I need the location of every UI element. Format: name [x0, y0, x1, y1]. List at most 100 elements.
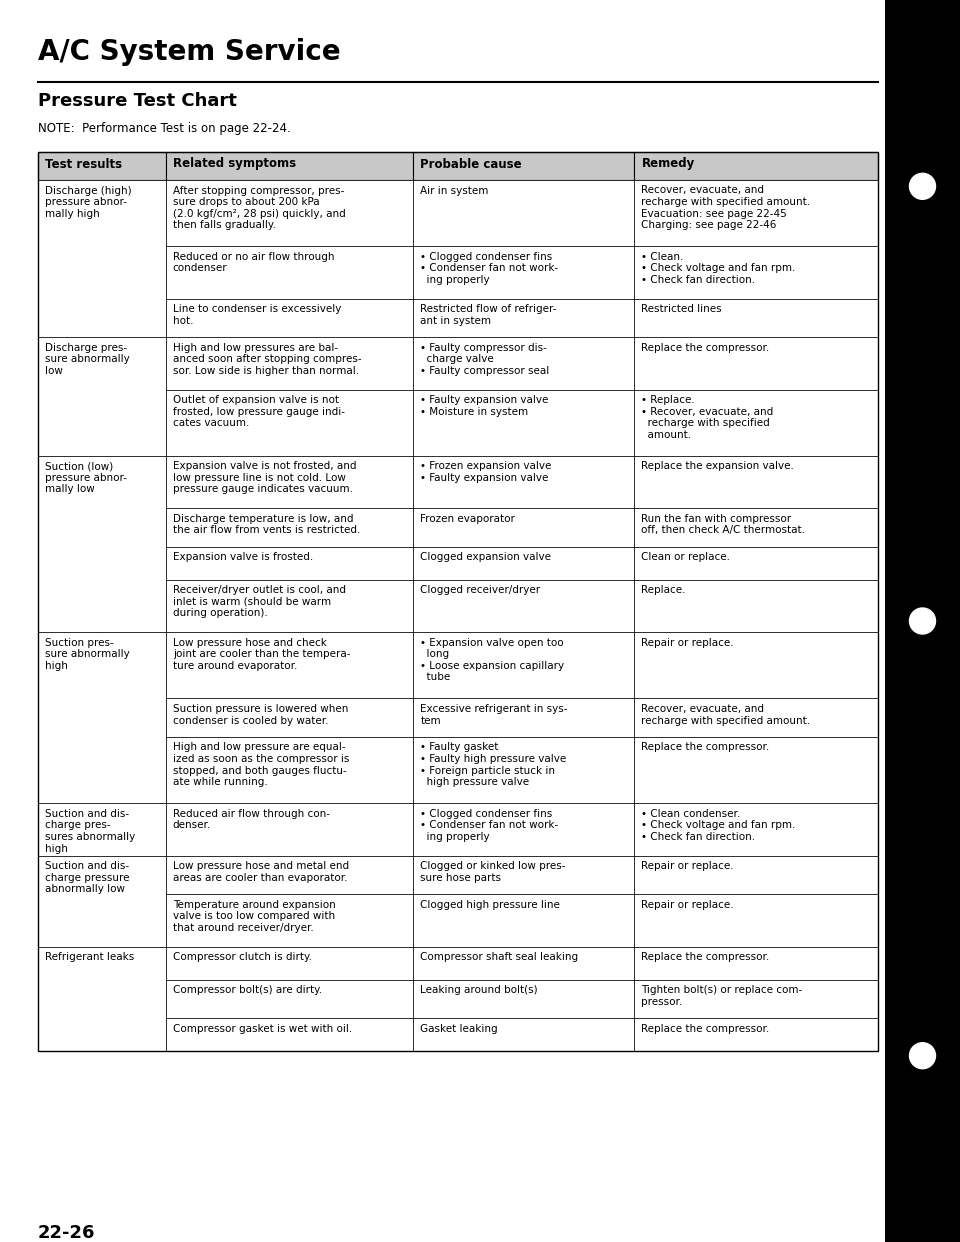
- Bar: [414, 946, 635, 980]
- Bar: [38, 152, 878, 1051]
- Text: Suction pres-
sure abnormally
high: Suction pres- sure abnormally high: [45, 637, 130, 671]
- Bar: [414, 632, 635, 698]
- Text: Low pressure hose and metal end
areas are cooler than evaporator.: Low pressure hose and metal end areas ar…: [173, 861, 348, 883]
- Bar: [414, 456, 635, 508]
- Bar: [414, 804, 635, 856]
- Bar: [166, 546, 414, 580]
- Bar: [635, 856, 878, 894]
- Text: NOTE:  Performance Test is on page 22-24.: NOTE: Performance Test is on page 22-24.: [38, 122, 291, 135]
- Text: Repair or replace.: Repair or replace.: [641, 861, 734, 871]
- Bar: [414, 180, 635, 246]
- Text: Expansion valve is not frosted, and
low pressure line is not cold. Low
pressure : Expansion valve is not frosted, and low …: [173, 461, 356, 494]
- Bar: [414, 152, 635, 180]
- Text: Recover, evacuate, and
recharge with specified amount.
Evacuation: see page 22-4: Recover, evacuate, and recharge with spe…: [641, 185, 810, 230]
- Text: Run the fan with compressor
off, then check A/C thermostat.: Run the fan with compressor off, then ch…: [641, 514, 805, 535]
- Bar: [635, 456, 878, 508]
- Text: Compressor bolt(s) are dirty.: Compressor bolt(s) are dirty.: [173, 985, 322, 995]
- Circle shape: [909, 1043, 935, 1068]
- Bar: [38, 456, 166, 632]
- Text: Compressor gasket is wet with oil.: Compressor gasket is wet with oil.: [173, 1023, 352, 1033]
- Bar: [414, 737, 635, 804]
- Bar: [166, 856, 414, 894]
- Text: • Faulty gasket
• Faulty high pressure valve
• Foreign particle stuck in
  high : • Faulty gasket • Faulty high pressure v…: [420, 743, 566, 787]
- Text: Restricted flow of refriger-
ant in system: Restricted flow of refriger- ant in syst…: [420, 304, 557, 325]
- Text: Outlet of expansion valve is not
frosted, low pressure gauge indi-
cates vacuum.: Outlet of expansion valve is not frosted…: [173, 395, 345, 428]
- Text: Repair or replace.: Repair or replace.: [641, 899, 734, 909]
- Text: Refrigerant leaks: Refrigerant leaks: [45, 953, 134, 963]
- Bar: [38, 152, 166, 180]
- Text: Replace.: Replace.: [641, 585, 685, 595]
- Text: Frozen evaporator: Frozen evaporator: [420, 514, 516, 524]
- Bar: [38, 856, 166, 946]
- Bar: [635, 946, 878, 980]
- Bar: [166, 337, 414, 390]
- Text: Compressor shaft seal leaking: Compressor shaft seal leaking: [420, 953, 579, 963]
- Text: Clogged receiver/dryer: Clogged receiver/dryer: [420, 585, 540, 595]
- Bar: [635, 980, 878, 1018]
- Text: Temperature around expansion
valve is too low compared with
that around receiver: Temperature around expansion valve is to…: [173, 899, 335, 933]
- Text: After stopping compressor, pres-
sure drops to about 200 kPa
(2.0 kgf/cm², 28 ps: After stopping compressor, pres- sure dr…: [173, 185, 346, 230]
- Text: Discharge pres-
sure abnormally
low: Discharge pres- sure abnormally low: [45, 343, 130, 376]
- Text: Line to condenser is excessively
hot.: Line to condenser is excessively hot.: [173, 304, 341, 325]
- Bar: [166, 1018, 414, 1051]
- Text: Replace the expansion valve.: Replace the expansion valve.: [641, 461, 794, 471]
- Bar: [38, 180, 166, 337]
- Text: High and low pressures are bal-
anced soon after stopping compres-
sor. Low side: High and low pressures are bal- anced so…: [173, 343, 361, 376]
- Text: • Clean condenser.
• Check voltage and fan rpm.
• Check fan direction.: • Clean condenser. • Check voltage and f…: [641, 809, 796, 842]
- Bar: [166, 390, 414, 456]
- Bar: [885, 0, 960, 1242]
- Bar: [635, 737, 878, 804]
- Text: Suction pressure is lowered when
condenser is cooled by water.: Suction pressure is lowered when condens…: [173, 704, 348, 725]
- Text: Probable cause: Probable cause: [420, 158, 522, 170]
- Bar: [414, 894, 635, 946]
- Text: Clogged or kinked low pres-
sure hose parts: Clogged or kinked low pres- sure hose pa…: [420, 861, 566, 883]
- Text: Test results: Test results: [45, 158, 122, 170]
- Text: Suction and dis-
charge pres-
sures abnormally
high: Suction and dis- charge pres- sures abno…: [45, 809, 135, 853]
- Text: Receiver/dryer outlet is cool, and
inlet is warm (should be warm
during operatio: Receiver/dryer outlet is cool, and inlet…: [173, 585, 346, 619]
- Bar: [166, 980, 414, 1018]
- Text: Suction (low)
pressure abnor-
mally low: Suction (low) pressure abnor- mally low: [45, 461, 127, 494]
- Bar: [414, 390, 635, 456]
- Bar: [414, 580, 635, 632]
- Text: Expansion valve is frosted.: Expansion valve is frosted.: [173, 553, 313, 563]
- Circle shape: [909, 609, 935, 633]
- Bar: [635, 632, 878, 698]
- Text: • Frozen expansion valve
• Faulty expansion valve: • Frozen expansion valve • Faulty expans…: [420, 461, 552, 483]
- Text: Restricted lines: Restricted lines: [641, 304, 722, 314]
- Text: A/C System Service: A/C System Service: [38, 39, 341, 66]
- Bar: [414, 298, 635, 337]
- Bar: [635, 546, 878, 580]
- Text: Leaking around bolt(s): Leaking around bolt(s): [420, 985, 539, 995]
- Text: • Faulty compressor dis-
  charge valve
• Faulty compressor seal: • Faulty compressor dis- charge valve • …: [420, 343, 550, 376]
- Bar: [635, 152, 878, 180]
- Bar: [635, 580, 878, 632]
- Bar: [635, 390, 878, 456]
- Bar: [166, 508, 414, 546]
- Text: Discharge temperature is low, and
the air flow from vents is restricted.: Discharge temperature is low, and the ai…: [173, 514, 360, 535]
- Text: Related symptoms: Related symptoms: [173, 158, 296, 170]
- Bar: [635, 804, 878, 856]
- Text: Gasket leaking: Gasket leaking: [420, 1023, 498, 1033]
- Text: • Clogged condenser fins
• Condenser fan not work-
  ing properly: • Clogged condenser fins • Condenser fan…: [420, 252, 559, 284]
- Bar: [635, 1018, 878, 1051]
- Text: Reduced air flow through con-
denser.: Reduced air flow through con- denser.: [173, 809, 329, 831]
- Bar: [414, 337, 635, 390]
- Text: Replace the compressor.: Replace the compressor.: [641, 1023, 770, 1033]
- Bar: [414, 980, 635, 1018]
- Text: Remedy: Remedy: [641, 158, 695, 170]
- Bar: [166, 246, 414, 298]
- Bar: [166, 698, 414, 737]
- Text: Air in system: Air in system: [420, 185, 489, 195]
- Bar: [166, 894, 414, 946]
- Bar: [414, 246, 635, 298]
- Text: Repair or replace.: Repair or replace.: [641, 637, 734, 647]
- Bar: [166, 737, 414, 804]
- Text: Replace the compressor.: Replace the compressor.: [641, 743, 770, 753]
- Text: Tighten bolt(s) or replace com-
pressor.: Tighten bolt(s) or replace com- pressor.: [641, 985, 803, 1007]
- Text: Replace the compressor.: Replace the compressor.: [641, 343, 770, 353]
- Bar: [414, 546, 635, 580]
- Text: 22-26: 22-26: [38, 1225, 95, 1242]
- Bar: [38, 946, 166, 1051]
- Bar: [166, 580, 414, 632]
- Bar: [635, 508, 878, 546]
